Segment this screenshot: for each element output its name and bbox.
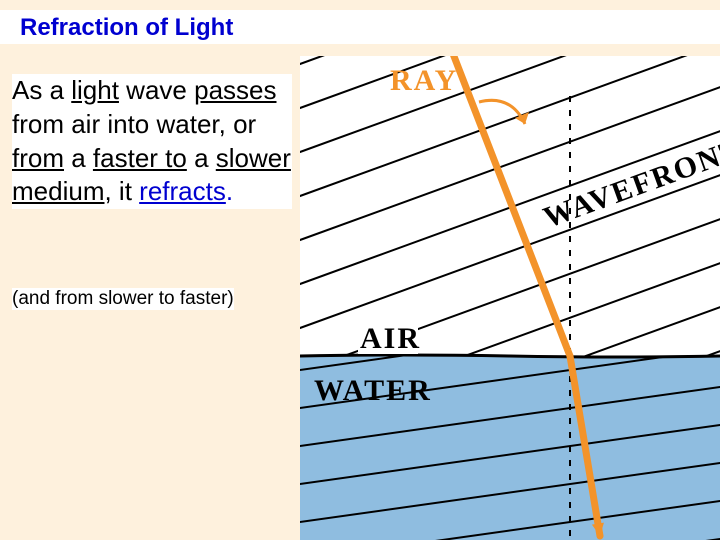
- diagram-label-wavefront: WAVEFRONT: [539, 132, 720, 235]
- body-text: As a light wave passes from air into wat…: [12, 74, 292, 209]
- refraction-diagram: RAY WAVEFRONT AIR WATER: [300, 56, 720, 540]
- slide-title: Refraction of Light: [20, 14, 233, 42]
- diagram-label-water: WATER: [314, 374, 432, 407]
- diagram-svg: RAY WAVEFRONT AIR WATER: [300, 56, 720, 540]
- diagram-label-air: AIR: [360, 322, 421, 355]
- diagram-label-ray: RAY: [390, 64, 458, 97]
- slide: Refraction of Light As a light wave pass…: [0, 0, 720, 540]
- sub-note: (and from slower to faster): [12, 288, 234, 310]
